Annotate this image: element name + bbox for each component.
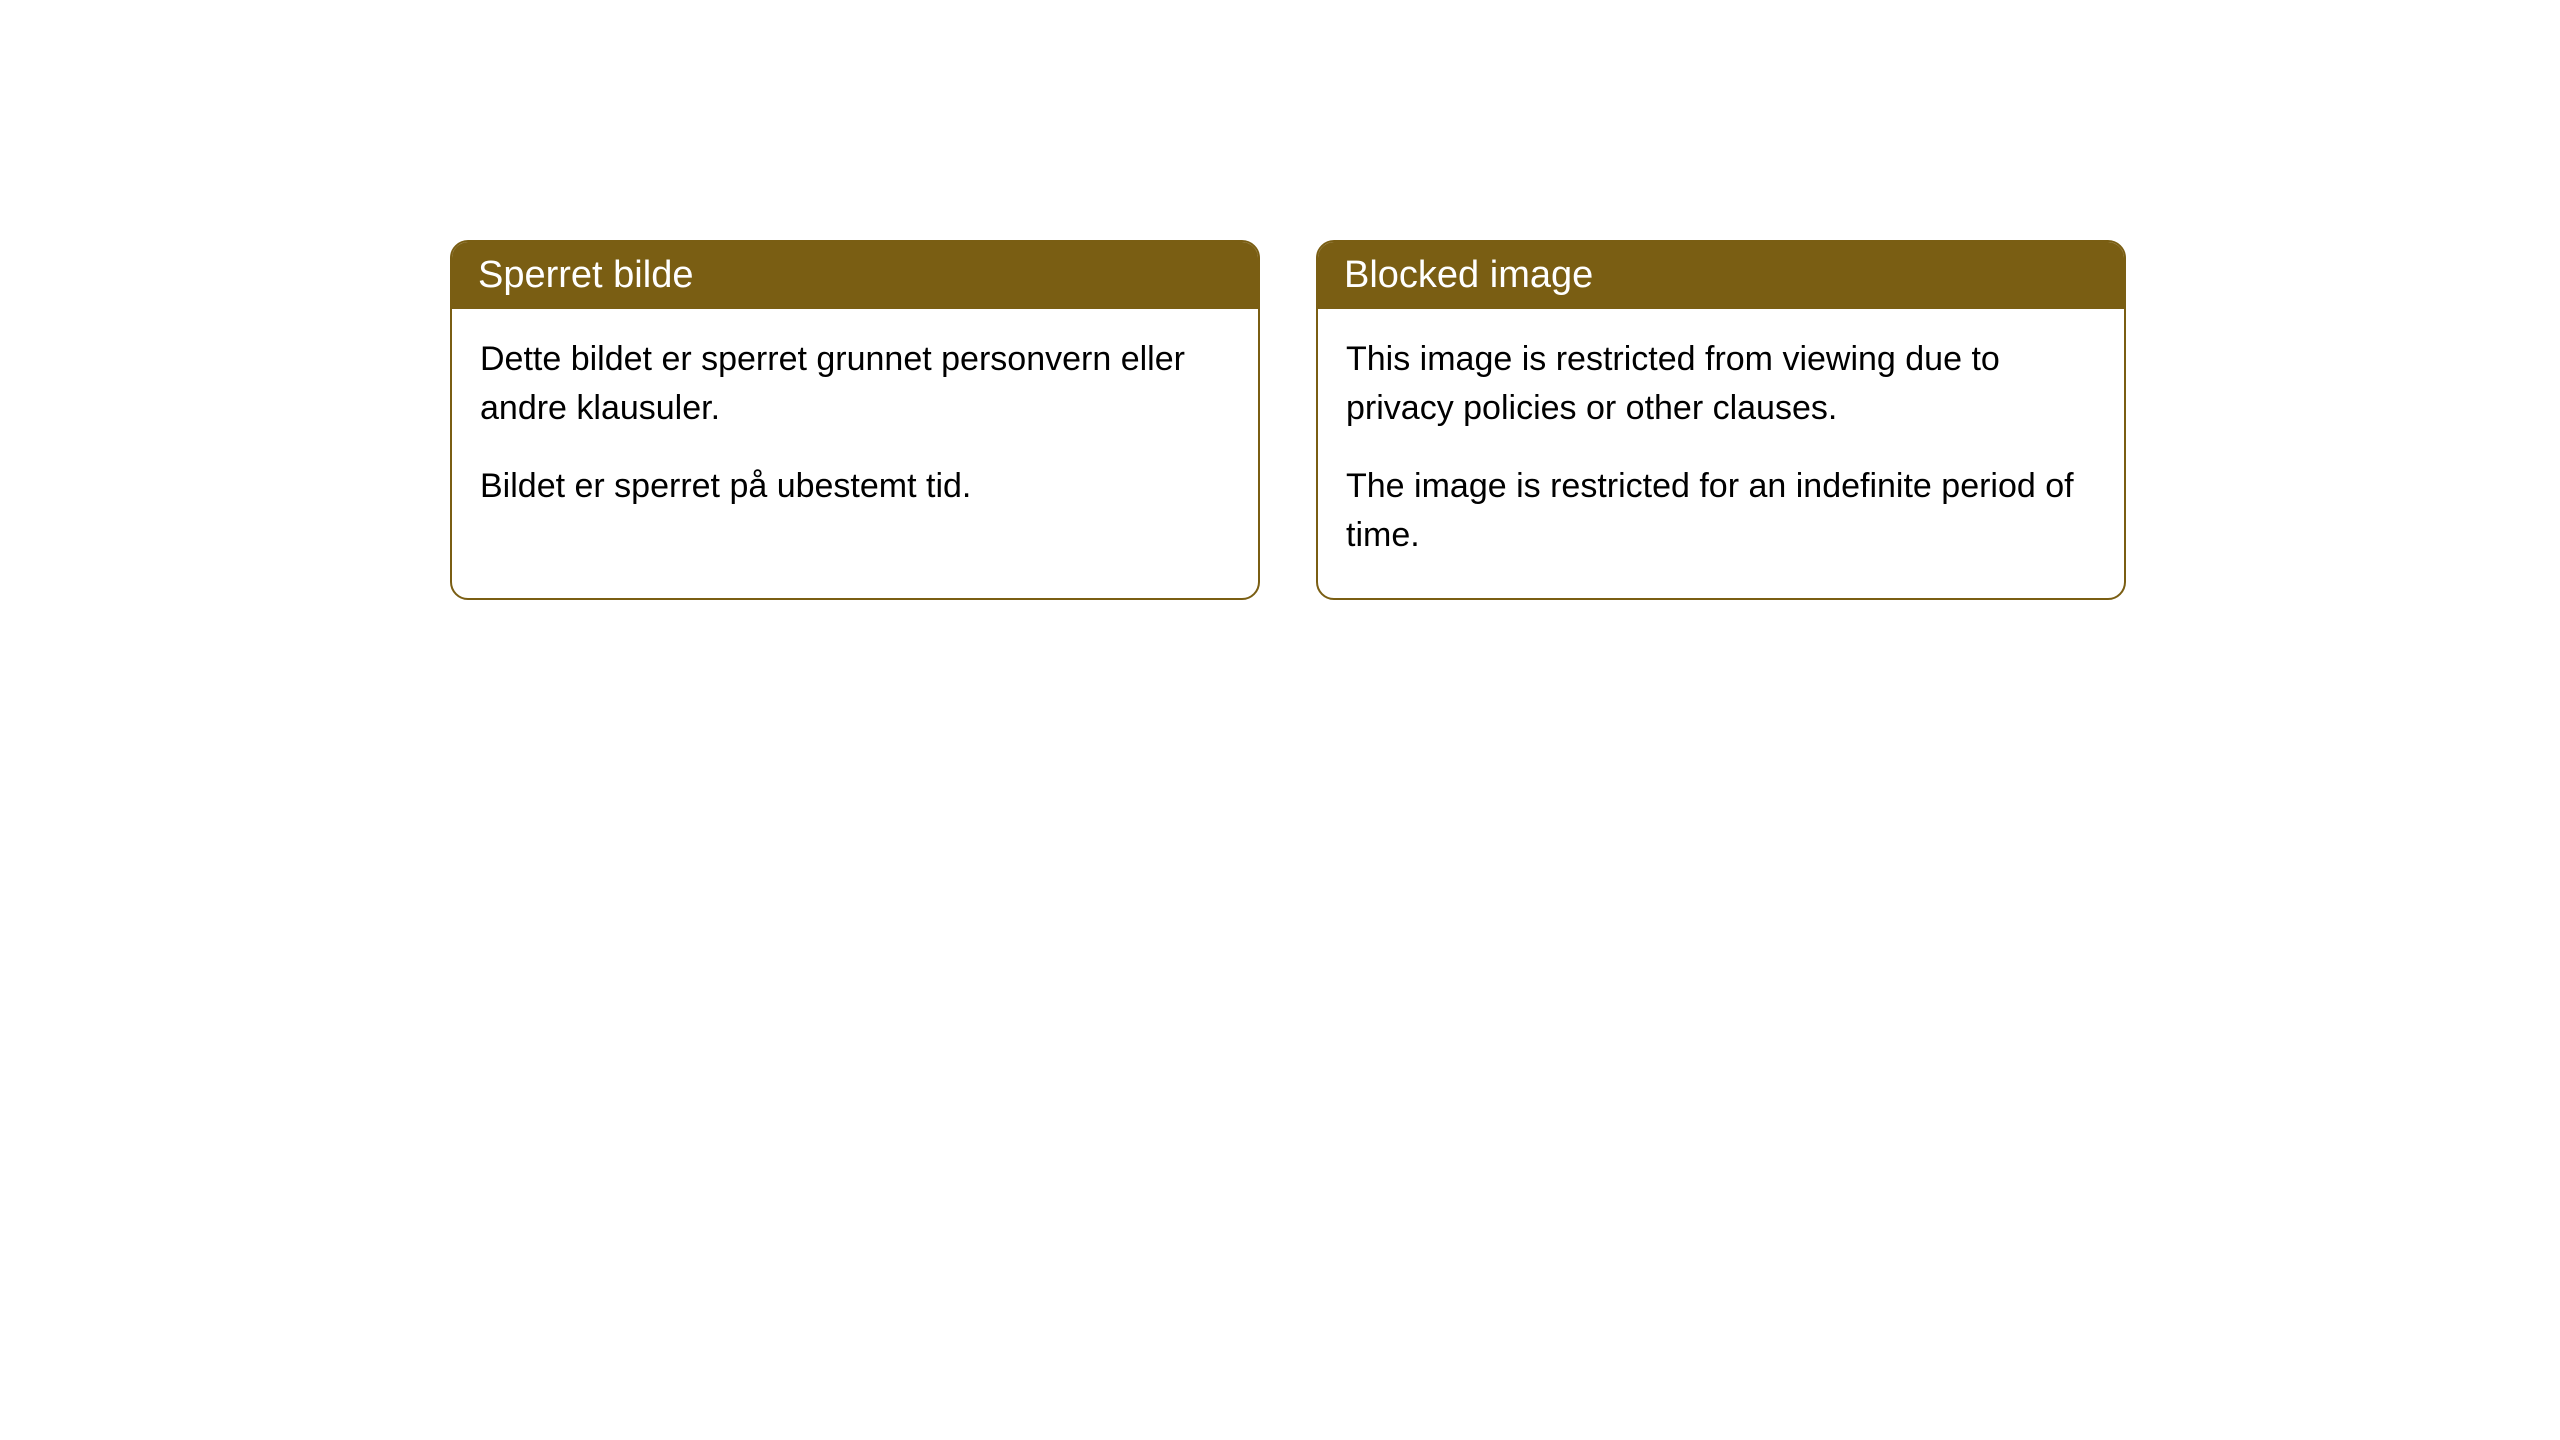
card-paragraph: This image is restricted from viewing du… <box>1346 335 2096 434</box>
card-paragraph: The image is restricted for an indefinit… <box>1346 462 2096 561</box>
notice-card-english: Blocked image This image is restricted f… <box>1316 240 2126 600</box>
card-body-norwegian: Dette bildet er sperret grunnet personve… <box>452 309 1258 549</box>
card-header-norwegian: Sperret bilde <box>452 242 1258 309</box>
notice-card-norwegian: Sperret bilde Dette bildet er sperret gr… <box>450 240 1260 600</box>
card-paragraph: Dette bildet er sperret grunnet personve… <box>480 335 1230 434</box>
card-title: Sperret bilde <box>478 254 693 296</box>
card-body-english: This image is restricted from viewing du… <box>1318 309 2124 598</box>
card-header-english: Blocked image <box>1318 242 2124 309</box>
card-paragraph: Bildet er sperret på ubestemt tid. <box>480 462 1230 511</box>
card-title: Blocked image <box>1344 254 1593 296</box>
notice-cards-container: Sperret bilde Dette bildet er sperret gr… <box>450 240 2126 600</box>
